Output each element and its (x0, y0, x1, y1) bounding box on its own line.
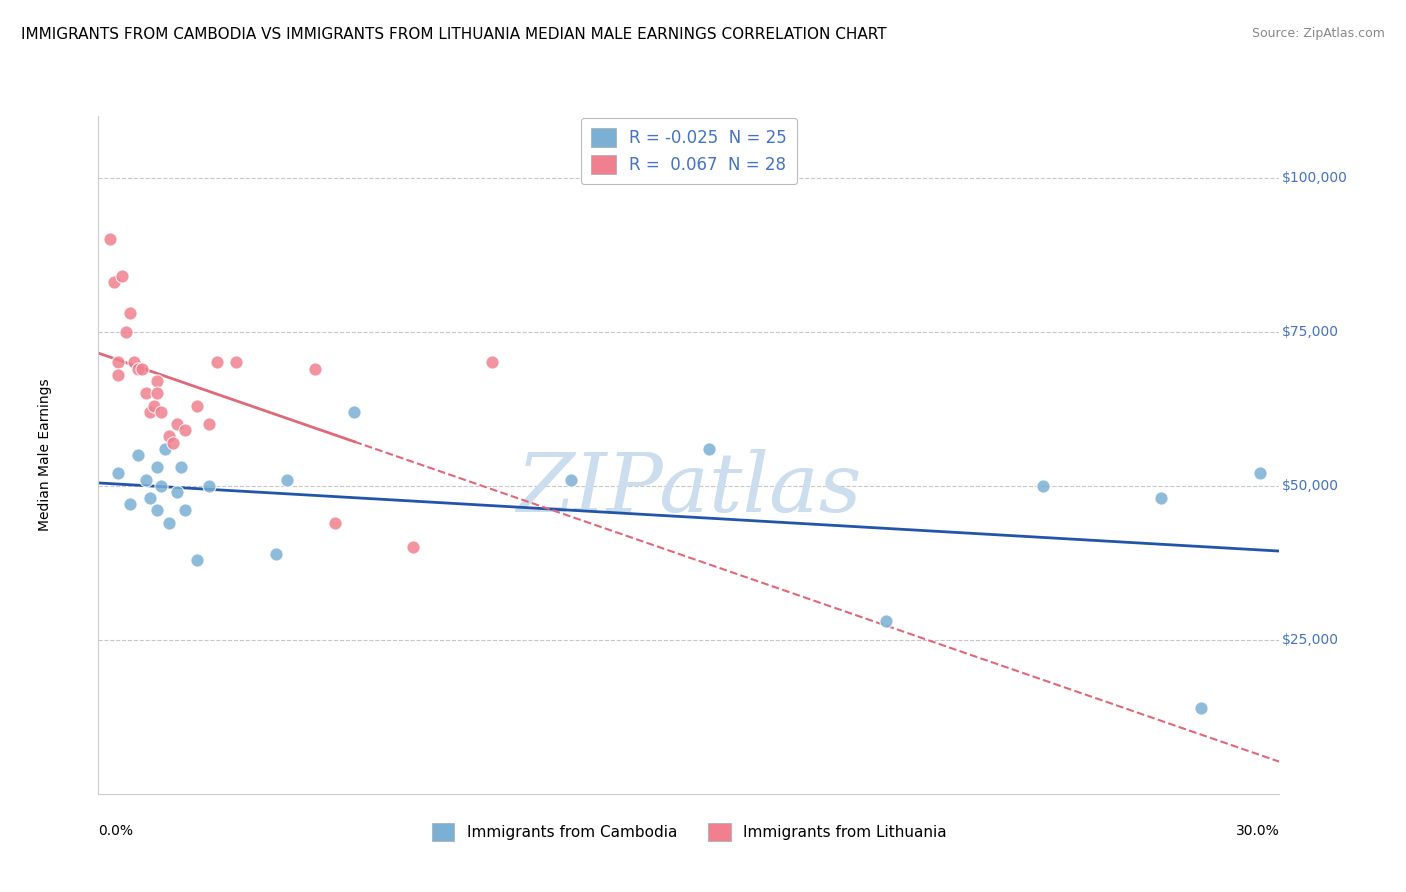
Text: Source: ZipAtlas.com: Source: ZipAtlas.com (1251, 27, 1385, 40)
Point (107, 467, 129, 481)
Point (146, 386, 169, 401)
Point (150, 479, 173, 493)
Point (138, 405, 160, 419)
Point (170, 460, 193, 475)
Point (276, 473, 298, 487)
Point (111, 269, 134, 284)
Point (186, 399, 208, 413)
Point (146, 503, 169, 517)
Point (186, 552, 208, 566)
Point (197, 479, 219, 493)
Legend: Immigrants from Cambodia, Immigrants from Lithuania: Immigrants from Cambodia, Immigrants fro… (426, 817, 952, 847)
Point (225, 355, 247, 369)
Point (304, 361, 326, 376)
Point (205, 355, 228, 369)
Point (166, 417, 188, 431)
Point (122, 355, 145, 369)
Point (560, 473, 582, 487)
Point (264, 547, 287, 561)
Text: $25,000: $25,000 (1282, 632, 1339, 647)
Point (1249, 467, 1271, 481)
Point (155, 442, 177, 456)
Point (107, 368, 129, 382)
Point (118, 306, 141, 320)
Point (103, 276, 125, 290)
Point (138, 491, 160, 505)
Point (127, 361, 149, 376)
Point (174, 503, 197, 517)
Point (481, 355, 503, 369)
Point (1150, 491, 1173, 505)
Point (343, 405, 366, 419)
Text: Median Male Earnings: Median Male Earnings (38, 378, 52, 532)
Point (142, 399, 165, 413)
Point (174, 423, 197, 437)
Point (135, 473, 157, 487)
Point (98, 232, 121, 246)
Point (697, 442, 720, 456)
Text: IMMIGRANTS FROM CAMBODIA VS IMMIGRANTS FROM LITHUANIA MEDIAN MALE EARNINGS CORRE: IMMIGRANTS FROM CAMBODIA VS IMMIGRANTS F… (21, 27, 887, 42)
Point (323, 516, 346, 530)
Point (146, 374, 169, 388)
Text: $75,000: $75,000 (1282, 325, 1339, 339)
Point (402, 541, 425, 555)
Point (127, 448, 149, 462)
Point (166, 484, 188, 499)
Point (135, 386, 157, 401)
Point (162, 435, 184, 450)
Point (157, 429, 180, 443)
Point (875, 615, 897, 629)
Text: $100,000: $100,000 (1282, 170, 1348, 185)
Point (131, 361, 153, 376)
Point (157, 516, 180, 530)
Point (1189, 700, 1212, 714)
Text: ZIPatlas: ZIPatlas (516, 449, 862, 529)
Text: $50,000: $50,000 (1282, 479, 1339, 492)
Point (197, 417, 219, 431)
Point (107, 355, 129, 369)
Text: 30.0%: 30.0% (1236, 824, 1279, 838)
Point (146, 460, 169, 475)
Point (115, 325, 138, 339)
Point (118, 497, 141, 511)
Point (150, 405, 173, 419)
Text: 0.0%: 0.0% (98, 824, 134, 838)
Point (1032, 479, 1054, 493)
